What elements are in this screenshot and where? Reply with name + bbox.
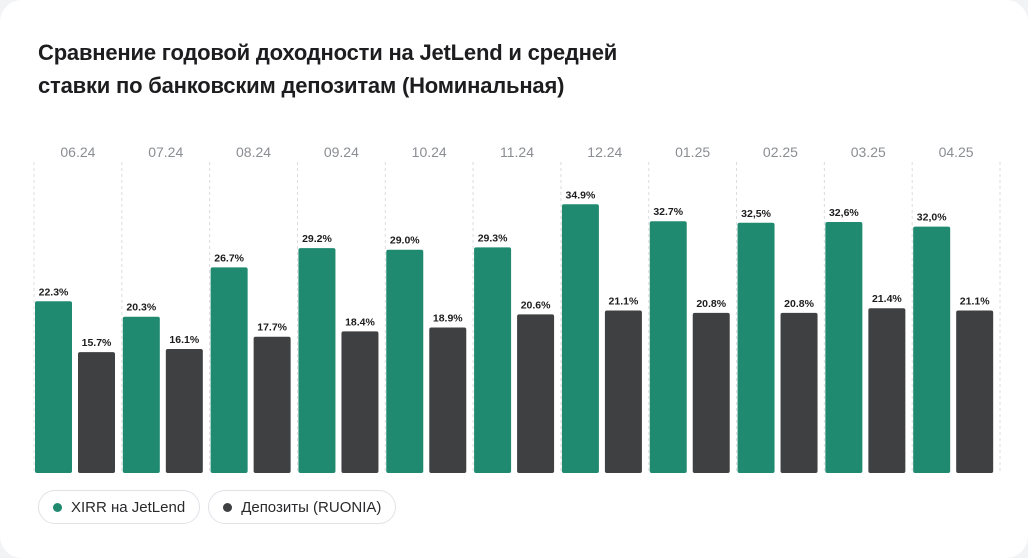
- bar-jetlend: [825, 221, 863, 473]
- x-tick-label: 04.25: [939, 144, 974, 160]
- x-tick-label: 12.24: [587, 144, 622, 160]
- data-label: 15.7%: [82, 337, 112, 349]
- bar-deposits: [956, 310, 994, 473]
- bar-jetlend: [561, 204, 599, 473]
- bar-jetlend: [474, 247, 512, 473]
- data-label: 20.8%: [784, 298, 814, 310]
- bar-jetlend: [298, 248, 336, 473]
- x-tick-label: 11.24: [500, 144, 534, 160]
- data-label: 34.9%: [566, 189, 596, 201]
- x-tick-label: 07.24: [148, 144, 183, 160]
- bar-deposits: [868, 308, 906, 473]
- x-tick-label: 03.25: [851, 144, 886, 160]
- bar-jetlend: [386, 249, 424, 473]
- bar-deposits: [165, 349, 203, 473]
- bar-deposits: [604, 310, 642, 473]
- data-label: 21.1%: [609, 296, 639, 308]
- data-label: 32,6%: [829, 207, 859, 219]
- bar-jetlend: [913, 226, 951, 473]
- bar-deposits: [780, 312, 818, 473]
- bar-jetlend: [649, 221, 687, 473]
- x-tick-label: 08.24: [236, 144, 271, 160]
- legend-dot-jetlend: [53, 502, 62, 512]
- x-tick-label: 02.25: [763, 144, 798, 160]
- bar-deposits: [692, 312, 730, 473]
- bar-deposits: [341, 331, 379, 473]
- x-tick-label: 09.24: [324, 144, 359, 160]
- data-label: 18.4%: [345, 316, 375, 328]
- legend: XIRR на JetLend Депозиты (RUONIA): [38, 490, 397, 524]
- data-label: 32.7%: [653, 206, 683, 218]
- data-label: 20.6%: [521, 299, 551, 311]
- data-label: 20.8%: [696, 298, 726, 310]
- x-tick-label: 01.25: [675, 144, 710, 160]
- data-label: 26.7%: [214, 252, 244, 264]
- data-label: 21.4%: [872, 293, 902, 305]
- bar-jetlend: [122, 316, 160, 473]
- legend-label-deposits: Депозиты (RUONIA): [241, 498, 382, 516]
- data-label: 17.7%: [257, 322, 287, 334]
- data-label: 18.9%: [433, 312, 463, 324]
- data-label: 16.1%: [169, 334, 199, 346]
- legend-item-jetlend[interactable]: XIRR на JetLend: [38, 490, 201, 524]
- x-tick-label: 06.24: [60, 144, 95, 160]
- bar-chart: 06.24 22.3% 15.7% 07.24 20.3% 16.1% 08.24 26.7%…: [33, 144, 1001, 473]
- legend-label-jetlend: XIRR на JetLend: [71, 498, 186, 516]
- bar-deposits: [253, 336, 291, 473]
- data-label: 32,0%: [917, 212, 947, 224]
- bar-jetlend: [737, 222, 775, 473]
- data-label: 22.3%: [39, 286, 69, 298]
- data-label: 20.3%: [126, 302, 156, 314]
- legend-dot-deposits: [223, 502, 233, 512]
- legend-item-deposits[interactable]: Депозиты (RUONIA): [208, 490, 397, 524]
- data-label: 21.1%: [960, 296, 990, 308]
- x-tick-label: 10.24: [412, 144, 447, 160]
- data-label: 29.0%: [390, 235, 420, 247]
- bar-jetlend: [35, 301, 72, 473]
- data-label: 29.2%: [302, 233, 332, 245]
- data-label: 32,5%: [741, 208, 771, 220]
- bar-deposits: [517, 314, 555, 473]
- bar-deposits: [78, 352, 115, 473]
- chart-title: Сравнение годовой доходности на JetLend …: [38, 40, 618, 98]
- bar-deposits: [429, 327, 467, 473]
- bar-jetlend: [210, 267, 248, 473]
- data-label: 29.3%: [478, 232, 508, 244]
